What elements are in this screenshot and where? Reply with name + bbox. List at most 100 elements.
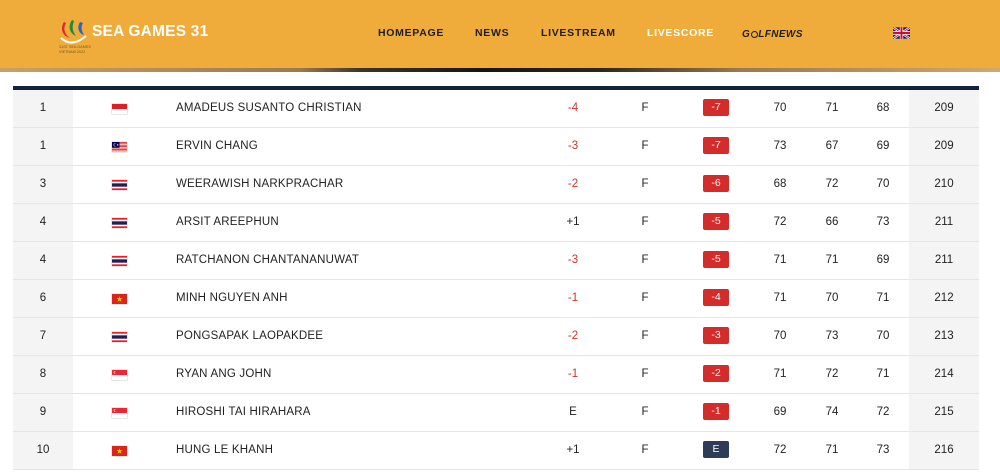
table-row[interactable]: 3 WEERAWISH NARKPRACHAR -2 F -6 68 72 70… [13, 166, 979, 204]
round-3-score: 71 [876, 292, 890, 304]
total-cell-bg [909, 394, 979, 431]
position: 4 [39, 216, 47, 228]
nav-homepage[interactable]: HOMEPAGE [378, 27, 445, 39]
position: 3 [39, 178, 47, 190]
total-score: 211 [934, 216, 954, 228]
today-score: -4 [567, 102, 579, 114]
position-cell-bg [13, 90, 73, 127]
total-score: 211 [934, 254, 954, 266]
today-score: -3 [567, 254, 579, 266]
player-name[interactable]: PONGSAPAK LAOPAKDEE [176, 330, 324, 342]
golfnews-suffix: LFNEWS [758, 29, 803, 40]
logo-subtitle: 31ST SEA GAMES VIETNAM 2022 [59, 45, 91, 54]
round-2-score: 67 [825, 140, 839, 152]
thru-status: F [641, 140, 649, 152]
golf-ball-icon [750, 30, 758, 38]
total-cell-bg [909, 432, 979, 469]
player-name[interactable]: ERVIN CHANG [176, 140, 258, 152]
today-score: -3 [567, 140, 579, 152]
round-1-score: 73 [773, 140, 787, 152]
total-score: 213 [934, 330, 954, 342]
thru-status: F [641, 216, 649, 228]
total-score: 212 [934, 292, 954, 304]
today-score: +1 [566, 216, 580, 228]
to-par-badge: -7 [703, 99, 729, 116]
table-row[interactable]: 6 MINH NGUYEN ANH -1 F -4 71 70 71 212 [13, 280, 979, 318]
round-2-score: 71 [825, 444, 839, 456]
table-row[interactable]: 8 RYAN ANG JOHN -1 F -2 71 72 71 214 [13, 356, 979, 394]
table-row[interactable]: 4 RATCHANON CHANTANANUWAT -3 F -5 71 71 … [13, 242, 979, 280]
thru-status: F [641, 406, 649, 418]
player-name[interactable]: AMADEUS SUSANTO CHRISTIAN [176, 102, 362, 114]
total-cell-bg [909, 166, 979, 203]
total-score: 214 [934, 368, 954, 380]
today-score: -2 [567, 330, 579, 342]
round-2-score: 72 [825, 368, 839, 380]
site-header: SEA GAMES 31 31ST SEA GAMES VIETNAM 2022… [0, 0, 1000, 68]
player-name[interactable]: HUNG LE KHANH [176, 444, 274, 456]
golfnews-prefix: G [742, 29, 751, 40]
table-row[interactable]: 7 PONGSAPAK LAOPAKDEE -2 F -3 70 73 70 2… [13, 318, 979, 356]
total-cell-bg [909, 242, 979, 279]
nav-livestream[interactable]: LIVESTREAM [541, 27, 616, 39]
table-row[interactable]: 1 ERVIN CHANG -3 F -7 73 67 69 209 [13, 128, 979, 166]
country-flag-icon [112, 294, 127, 304]
today-score: -2 [567, 178, 579, 190]
to-par-badge: -5 [703, 213, 729, 230]
country-flag-icon [112, 256, 127, 266]
player-name[interactable]: WEERAWISH NARKPRACHAR [176, 178, 344, 190]
thru-status: F [641, 292, 649, 304]
round-3-score: 70 [876, 330, 890, 342]
total-cell-bg [909, 356, 979, 393]
position-cell-bg [13, 394, 73, 431]
logo-title: SEA GAMES 31 [92, 23, 209, 40]
position: 6 [39, 292, 47, 304]
round-1-score: 72 [773, 444, 787, 456]
country-flag-icon [112, 408, 127, 418]
nav-news[interactable]: NEWS [475, 27, 510, 39]
total-score: 215 [934, 406, 954, 418]
position-cell-bg [13, 242, 73, 279]
thru-status: F [641, 178, 649, 190]
table-row[interactable]: 10 HUNG LE KHANH +1 F E 72 71 73 216 [13, 432, 979, 470]
round-3-score: 69 [876, 140, 890, 152]
player-name[interactable]: MINH NGUYEN ANH [176, 292, 288, 304]
round-1-score: 71 [773, 368, 787, 380]
table-row[interactable]: 4 ARSIT AREEPHUN +1 F -5 72 66 73 211 [13, 204, 979, 242]
sea-games-emblem-icon [60, 20, 87, 44]
to-par-badge: -2 [703, 365, 729, 382]
country-flag-icon [112, 370, 127, 380]
country-flag-icon [112, 142, 127, 152]
position: 7 [39, 330, 47, 342]
to-par-badge: E [703, 441, 729, 458]
player-name[interactable]: RATCHANON CHANTANANUWAT [176, 254, 360, 266]
position-cell-bg [13, 318, 73, 355]
table-row[interactable]: 9 HIROSHI TAI HIRAHARA E F -1 69 74 72 2… [13, 394, 979, 432]
leaderboard-table: 1 AMADEUS SUSANTO CHRISTIAN -4 F -7 70 7… [13, 90, 979, 470]
round-3-score: 68 [876, 102, 890, 114]
position: 4 [39, 254, 47, 266]
to-par-badge: -5 [703, 251, 729, 268]
today-score: -1 [567, 292, 579, 304]
thru-status: F [641, 254, 649, 266]
to-par-badge: -7 [703, 137, 729, 154]
country-flag-icon [112, 218, 127, 228]
round-2-score: 70 [825, 292, 839, 304]
round-3-score: 70 [876, 178, 890, 190]
uk-flag-icon[interactable] [893, 27, 910, 39]
golfnews-logo[interactable]: G LFNEWS [742, 29, 803, 40]
position-cell-bg [13, 356, 73, 393]
table-row[interactable]: 1 AMADEUS SUSANTO CHRISTIAN -4 F -7 70 7… [13, 90, 979, 128]
thru-status: F [641, 368, 649, 380]
today-score: -1 [567, 368, 579, 380]
position: 8 [39, 368, 47, 380]
nav-livescore[interactable]: LIVESCORE [647, 27, 714, 39]
position-cell-bg [13, 128, 73, 165]
to-par-badge: -6 [703, 175, 729, 192]
player-name[interactable]: HIROSHI TAI HIRAHARA [176, 406, 311, 418]
thru-status: F [641, 444, 649, 456]
player-name[interactable]: RYAN ANG JOHN [176, 368, 272, 380]
player-name[interactable]: ARSIT AREEPHUN [176, 216, 279, 228]
sea-games-logo[interactable]: SEA GAMES 31 31ST SEA GAMES VIETNAM 2022 [58, 18, 218, 58]
today-score: +1 [566, 444, 580, 456]
